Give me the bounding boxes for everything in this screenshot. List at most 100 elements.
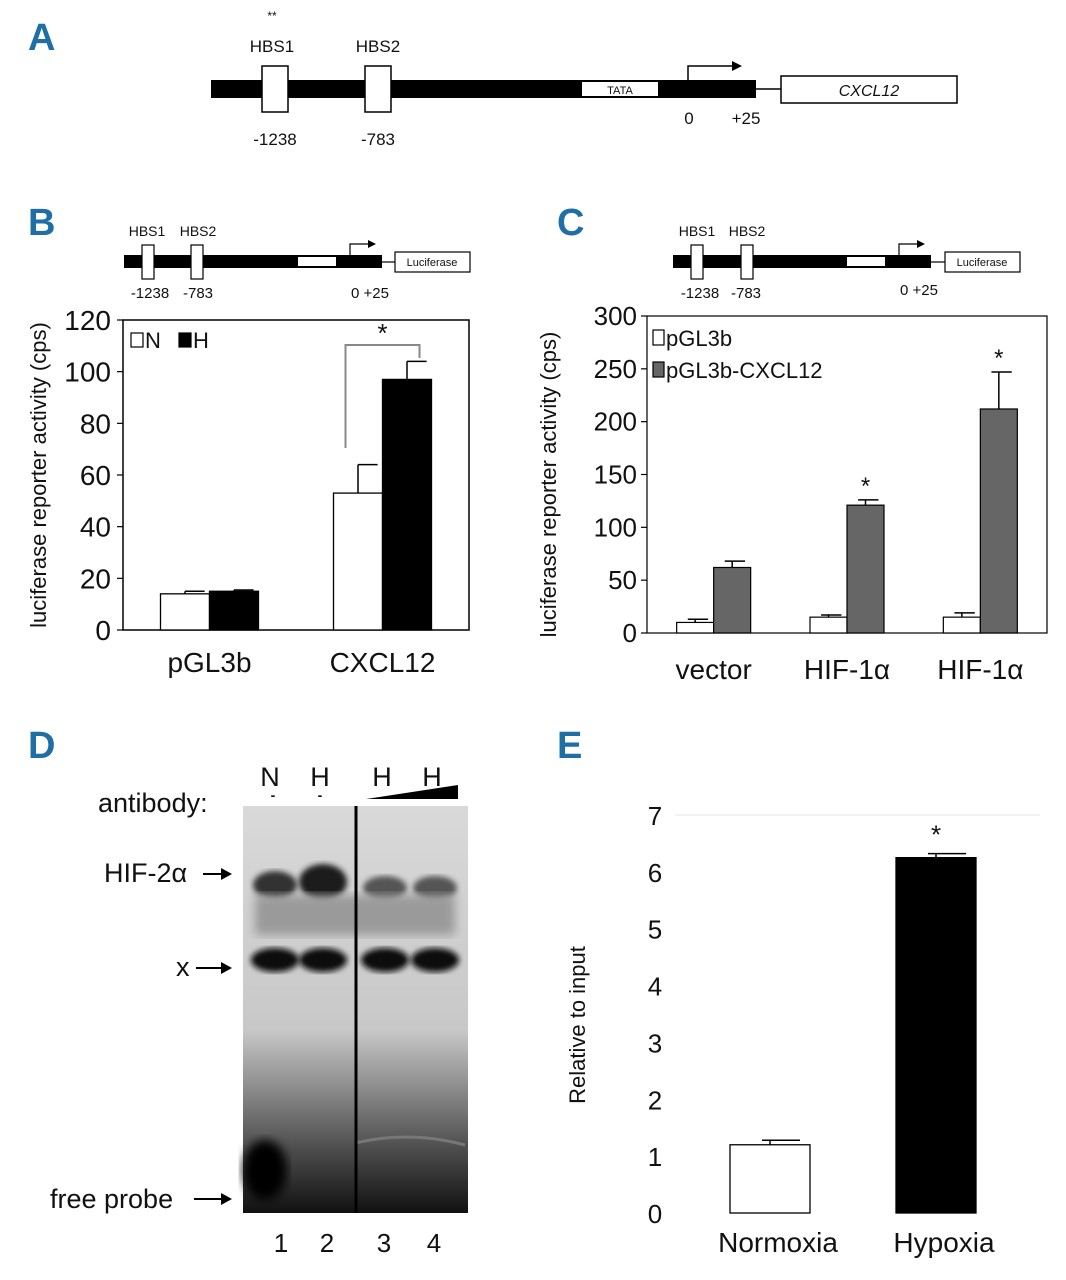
- significance-star: *: [377, 318, 387, 348]
- bar-series1-cat1: [846, 504, 885, 634]
- bar-series0-cat1: [809, 616, 848, 634]
- b-luciferase-box: [394, 251, 471, 273]
- x-tick-label: Normoxia: [718, 1227, 838, 1258]
- lane-number-1: 1: [274, 1228, 288, 1258]
- legend-label: pGL3b-CXCL12: [666, 358, 823, 383]
- tata-label: TATA: [607, 85, 633, 97]
- y-tick-label: 250: [594, 354, 637, 384]
- tss-arrow: [687, 65, 735, 80]
- hbs2-box: [364, 65, 392, 113]
- x-tick-label: pGL3b: [167, 647, 251, 678]
- band-x-arrow-head: [221, 962, 232, 974]
- tata-box: [582, 82, 658, 96]
- b-pos-hbs1: -1238: [131, 285, 169, 302]
- b-promoter-bar: [124, 255, 382, 268]
- c-promoter-bar: [673, 255, 931, 268]
- band-hif-arrow-head: [221, 868, 232, 880]
- c-tata-box: [847, 257, 885, 266]
- c-pos-hbs1: -1238: [681, 285, 719, 302]
- c-hbs2-box: [740, 244, 754, 280]
- c-tss-arrow-head: [917, 240, 925, 248]
- bar-series1-cat0: [713, 566, 752, 634]
- x-tick-label: Hypoxia: [893, 1227, 995, 1258]
- chart-b: 0 20 40 60 80 100 120 luciferase reporter activ…: [26, 305, 470, 678]
- y-tick-label: 120: [64, 305, 111, 336]
- pos-plus25: +25: [732, 109, 761, 128]
- hbs1-stars: **: [267, 9, 277, 23]
- panel-c-letter: C: [557, 202, 584, 244]
- significance-bracket: [344, 344, 421, 448]
- b-hbs1-box: [141, 244, 155, 280]
- y-tick-label: 100: [64, 357, 111, 388]
- panel-b: B HBS1 HBS2 Luciferase -1238 -783 0 +25 …: [26, 202, 471, 678]
- bar-h-cxcl12: [381, 378, 433, 631]
- y-tick-label: 0: [648, 1199, 662, 1229]
- lane-number-3: 3: [377, 1228, 391, 1258]
- significance-star: *: [861, 473, 870, 500]
- c-pos-hbs2: -783: [731, 285, 761, 302]
- gene-box: [780, 75, 958, 104]
- y-tick-label: 40: [80, 512, 111, 543]
- b-tss-arrow: [349, 243, 370, 255]
- band-free-label: free probe: [50, 1184, 173, 1214]
- y-tick-label: 5: [648, 915, 662, 945]
- lane1-antibody: -: [271, 787, 276, 803]
- chart-e: 0 1 2 3 4 5 6 7 Relative to input Normoxia Hypoxia…: [565, 801, 1040, 1258]
- gene-label: CXCL12: [839, 83, 900, 100]
- x-tick-label: HIF-1α: [804, 654, 890, 685]
- panel-a: A ** HBS1 HBS2 TATA CXCL12 -1238 -783 0 …: [28, 9, 958, 149]
- bar-series0-cat0: [676, 621, 715, 634]
- legend-swatch: [652, 361, 665, 378]
- y-axis-label: Relative to input: [565, 946, 590, 1104]
- pos-hbs2: -783: [361, 130, 395, 149]
- y-tick-label: 4: [648, 972, 662, 1002]
- band-hif-label: HIF-2α: [104, 858, 187, 888]
- lane-number-4: 4: [427, 1228, 441, 1258]
- panel-e-letter: E: [557, 725, 582, 767]
- hbs1-label: HBS1: [250, 37, 294, 56]
- y-tick-label: 150: [594, 460, 637, 490]
- y-axis-label: luciferase reporter activity (cps): [26, 322, 51, 628]
- x-tick-label: CXCL12: [330, 647, 436, 678]
- y-tick-label: 200: [594, 407, 637, 437]
- bar-hypoxia: [895, 856, 977, 1214]
- y-tick-label: 60: [80, 460, 111, 491]
- b-hbs2-box: [190, 244, 204, 280]
- b-hbs2-label: HBS2: [180, 223, 217, 239]
- y-tick-label: 7: [648, 801, 662, 831]
- legend-label: pGL3b: [666, 326, 732, 351]
- bar-n-cxcl12: [332, 492, 384, 631]
- significance-star: *: [931, 820, 941, 850]
- panel-e: E 0 1 2 3 4 5 6 7 Relative to input Normoxia Hypox…: [557, 725, 1040, 1258]
- hbs1-box: [261, 65, 289, 113]
- y-tick-label: 0: [623, 618, 637, 648]
- c-hbs2-label: HBS2: [729, 223, 766, 239]
- promoter-bar: [211, 80, 756, 98]
- c-pos-tss: 0 +25: [900, 282, 938, 299]
- lane2-antibody: -: [318, 787, 323, 803]
- lane2-condition: H: [310, 762, 330, 792]
- legend-swatch: [652, 329, 665, 346]
- x-tick-label: vector: [676, 654, 752, 685]
- y-tick-label: 50: [608, 565, 637, 595]
- bar-normoxia: [729, 1144, 811, 1214]
- c-luciferase-label: Luciferase: [957, 257, 1008, 269]
- panel-a-letter: A: [28, 17, 55, 59]
- b-pos-tss: 0 +25: [351, 285, 389, 302]
- y-tick-label: 6: [648, 858, 662, 888]
- c-hbs1-box: [690, 244, 704, 280]
- y-tick-label: 80: [80, 408, 111, 439]
- b-tss-arrow-head: [368, 240, 376, 248]
- y-tick-label: 1: [648, 1142, 662, 1172]
- c-tss-arrow: [898, 243, 919, 255]
- legend-label: H: [193, 328, 209, 353]
- x-tick-label: HIF-1α: [937, 654, 1023, 685]
- pos-zero: 0: [684, 109, 693, 128]
- legend-swatch: [130, 332, 144, 348]
- legend-label: N: [145, 328, 161, 353]
- y-axis-label: luciferase reporter activity (cps): [536, 332, 561, 638]
- bar-series1-cat2: [979, 408, 1018, 634]
- antibody-gradient-wedge: [366, 785, 458, 799]
- significance-star: *: [994, 345, 1003, 372]
- panel-b-letter: B: [28, 202, 55, 244]
